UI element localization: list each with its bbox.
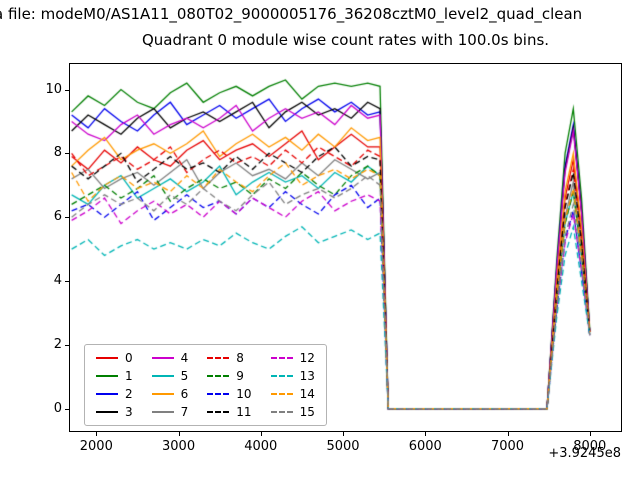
legend-label: 8 <box>236 351 244 365</box>
y-tick-mark <box>65 89 69 91</box>
x-tick-label: 7000 <box>490 439 525 454</box>
legend-line-sample <box>270 357 293 359</box>
y-tick-label: 2 <box>53 336 62 352</box>
x-tick-label: 5000 <box>326 439 360 454</box>
legend-line-sample <box>151 411 174 413</box>
y-tick-mark <box>65 344 69 346</box>
y-tick-mark <box>65 408 69 410</box>
legend-label: 4 <box>180 351 189 365</box>
legend-item: 15 <box>270 405 315 419</box>
y-tick-label: 10 <box>45 81 62 97</box>
x-tick-label: 8000 <box>573 439 607 454</box>
legend-label: 7 <box>180 405 189 419</box>
plot-area: 0 4 8 12 1 5 9 13 2 6 10 14 3 7 11 15 <box>69 63 622 432</box>
y-tick-label: 0 <box>53 400 62 416</box>
legend-line-sample <box>270 393 293 395</box>
legend-item: 12 <box>270 351 315 365</box>
legend-label: 15 <box>299 405 315 419</box>
legend-item: 0 <box>96 352 133 364</box>
legend-item: 4 <box>151 351 189 365</box>
suptitle: a file: modeM0/AS1A11_080T02_9000005176_… <box>0 5 583 23</box>
y-tick-label: 6 <box>53 209 62 225</box>
legend-line-sample <box>96 357 118 359</box>
x-tick-mark <box>96 432 98 436</box>
x-tick-mark <box>343 432 345 436</box>
legend-item: 7 <box>151 405 189 419</box>
y-tick-mark <box>65 217 69 219</box>
legend-line-sample <box>207 393 230 395</box>
legend-line-sample <box>207 357 230 359</box>
legend-label: 11 <box>236 405 252 419</box>
legend-label: 3 <box>125 405 133 419</box>
legend-line-sample <box>96 393 118 395</box>
legend-line-sample <box>207 411 230 413</box>
legend-line-sample <box>96 411 118 413</box>
x-tick-mark <box>589 432 591 436</box>
legend-label: 9 <box>236 369 244 383</box>
legend-label: 13 <box>299 369 315 383</box>
legend-item: 1 <box>96 370 133 382</box>
legend-line-sample <box>96 375 118 377</box>
x-tick-mark <box>507 432 509 436</box>
y-tick-label: 4 <box>53 273 62 288</box>
x-tick-mark <box>260 432 262 436</box>
legend-line-sample <box>151 375 174 377</box>
legend-item: 9 <box>207 370 251 382</box>
legend-item: 3 <box>96 406 133 418</box>
legend-line-sample <box>270 411 293 413</box>
x-tick-label: 4000 <box>244 439 278 454</box>
legend-line-sample <box>207 375 230 377</box>
legend-line-sample <box>151 357 174 359</box>
legend-label: 2 <box>125 387 133 401</box>
legend-line-sample <box>151 393 174 395</box>
legend-label: 12 <box>299 351 315 365</box>
x-tick-label: 3000 <box>162 439 196 454</box>
legend-item: 10 <box>207 387 252 401</box>
legend-item: 6 <box>151 387 189 401</box>
y-tick-mark <box>65 153 69 155</box>
x-tick-mark <box>178 432 180 436</box>
legend: 0 4 8 12 1 5 9 13 2 6 10 14 3 7 11 15 <box>84 344 327 426</box>
legend-item: 11 <box>207 405 252 419</box>
legend-label: 1 <box>125 369 133 383</box>
legend-item: 8 <box>207 352 251 364</box>
legend-item: 2 <box>96 388 133 400</box>
x-tick-label: 2000 <box>79 439 113 454</box>
y-tick-mark <box>65 281 69 282</box>
x-axis-offset-label: +3.9245e8 <box>548 446 621 461</box>
x-tick-mark <box>425 432 427 436</box>
axes-title: Quadrant 0 module wise count rates with … <box>141 31 550 49</box>
x-tick-label: 6000 <box>408 439 442 454</box>
legend-label: 5 <box>180 369 189 383</box>
legend-item: 14 <box>270 387 315 401</box>
legend-line-sample <box>270 375 293 377</box>
legend-item: 13 <box>270 369 315 383</box>
legend-label: 14 <box>299 387 315 401</box>
legend-label: 6 <box>180 387 189 401</box>
y-tick-label: 8 <box>53 145 62 161</box>
legend-label: 0 <box>125 351 133 365</box>
legend-label: 10 <box>236 387 252 401</box>
legend-item: 5 <box>151 369 189 383</box>
